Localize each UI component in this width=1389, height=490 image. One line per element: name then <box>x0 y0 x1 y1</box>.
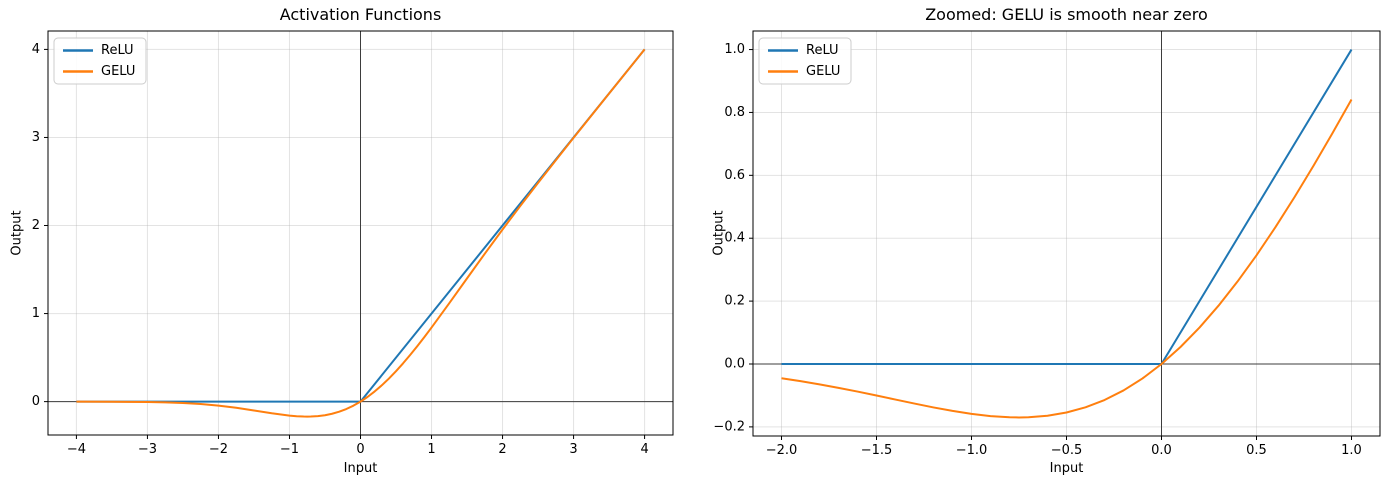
legend-relu-label: ReLU <box>101 43 134 58</box>
y-tick-label: 3 <box>32 130 40 145</box>
x-tick-label: 2 <box>498 442 506 457</box>
y-tick-label: 1 <box>32 306 40 321</box>
y-tick-label: 0 <box>32 394 40 409</box>
right-chart-title: Zoomed: GELU is smooth near zero <box>925 5 1208 24</box>
left-xaxis-label: Input <box>343 461 378 476</box>
x-tick-label: 1.0 <box>1341 443 1362 458</box>
x-tick-label: −2.0 <box>766 443 798 458</box>
legend: ReLU GELU <box>758 37 852 85</box>
y-tick-label: −0.2 <box>713 419 745 434</box>
y-tick-label: 0.6 <box>724 168 745 183</box>
x-tick-label: −1.5 <box>861 443 893 458</box>
x-tick-label: 0.0 <box>1151 443 1172 458</box>
chart-activation-functions: −4 −3 −2 −1 0 1 2 3 4 0 1 2 3 4 ReLU GELU <box>32 30 674 457</box>
right-xaxis-label: Input <box>1049 461 1084 476</box>
legend-relu-label: ReLU <box>806 43 839 58</box>
legend-gelu-label: GELU <box>806 64 840 79</box>
y-tick-label: 0.2 <box>724 294 745 309</box>
x-tick-label: 0 <box>356 442 364 457</box>
left-chart-title: Activation Functions <box>279 5 442 24</box>
y-tick-label: 0.8 <box>724 105 745 120</box>
x-tick-label: −4 <box>67 442 86 457</box>
x-tick-label: 4 <box>640 442 648 457</box>
x-tick-label: 3 <box>569 442 577 457</box>
chart-zoomed-gelu: −2.0 −1.5 −1.0 −0.5 0.0 0.5 1.0 −0.2 0.0 0.2 0.4 0.… <box>713 30 1381 458</box>
y-tick-label: 4 <box>32 42 40 57</box>
x-tick-label: 0.5 <box>1246 443 1267 458</box>
y-tick-label: 1.0 <box>724 42 745 57</box>
y-tick-label: 0.0 <box>724 356 745 371</box>
x-tick-label: −0.5 <box>1051 443 1083 458</box>
x-tick-label: −2 <box>209 442 228 457</box>
x-tick-label: 1 <box>427 442 435 457</box>
gelu-line <box>76 48 646 418</box>
x-tick-label: −1.0 <box>956 443 988 458</box>
legend: ReLU GELU <box>53 37 147 85</box>
x-tick-label: −1 <box>280 442 299 457</box>
y-tick-label: 2 <box>32 218 40 233</box>
x-tick-label: −3 <box>138 442 157 457</box>
gelu-line <box>781 98 1353 419</box>
left-yaxis-label: Output <box>9 210 25 256</box>
y-tick-label: 0.4 <box>724 231 745 246</box>
legend-gelu-label: GELU <box>101 64 135 79</box>
right-yaxis-label: Output <box>711 210 727 256</box>
